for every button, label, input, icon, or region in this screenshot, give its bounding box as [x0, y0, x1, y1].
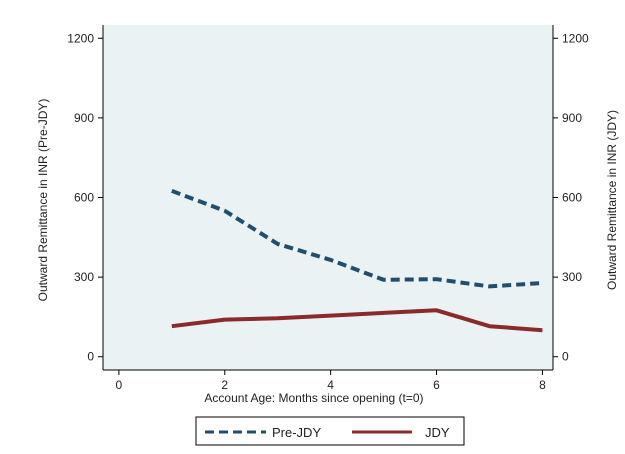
x-tick-label: 8	[539, 378, 546, 392]
y-axis-title-left: Outward Remittance in INR (Pre-JDY)	[36, 99, 50, 302]
y-tick-label-left: 600	[74, 191, 94, 205]
y-tick-label-left: 0	[87, 350, 94, 364]
legend: Pre-JDY JDY	[195, 416, 465, 446]
y-axis-title-right: Outward Remittance in INR (JDY)	[605, 110, 619, 290]
y-tick-label-left: 900	[74, 111, 94, 125]
x-tick-label: 2	[221, 378, 228, 392]
plot-area	[103, 25, 553, 370]
series-line-pre-jdy	[171, 189, 543, 289]
y-tick-label-left: 300	[74, 270, 94, 284]
series-layer	[171, 189, 543, 333]
legend-label-pre-jdy: Pre-JDY	[272, 425, 321, 440]
legend-box	[195, 416, 465, 446]
series-line-jdy	[171, 308, 543, 333]
y-tick-label-right: 900	[562, 111, 582, 125]
y-tick-label-left: 1200	[67, 31, 94, 45]
y-tick-label-right: 0	[562, 350, 569, 364]
y-tick-label-right: 1200	[562, 31, 589, 45]
x-tick-label: 0	[116, 378, 123, 392]
x-axis-title: Account Age: Months since opening (t=0)	[204, 391, 423, 405]
y-tick-label-right: 600	[562, 191, 582, 205]
y-tick-label-right: 300	[562, 270, 582, 284]
x-tick-label: 6	[433, 378, 440, 392]
legend-label-jdy: JDY	[425, 425, 450, 440]
axes: 0 0 300 300 600 600 900 900 1200 1200 0 2 4 6 8	[67, 25, 589, 392]
x-tick-label: 4	[327, 378, 334, 392]
